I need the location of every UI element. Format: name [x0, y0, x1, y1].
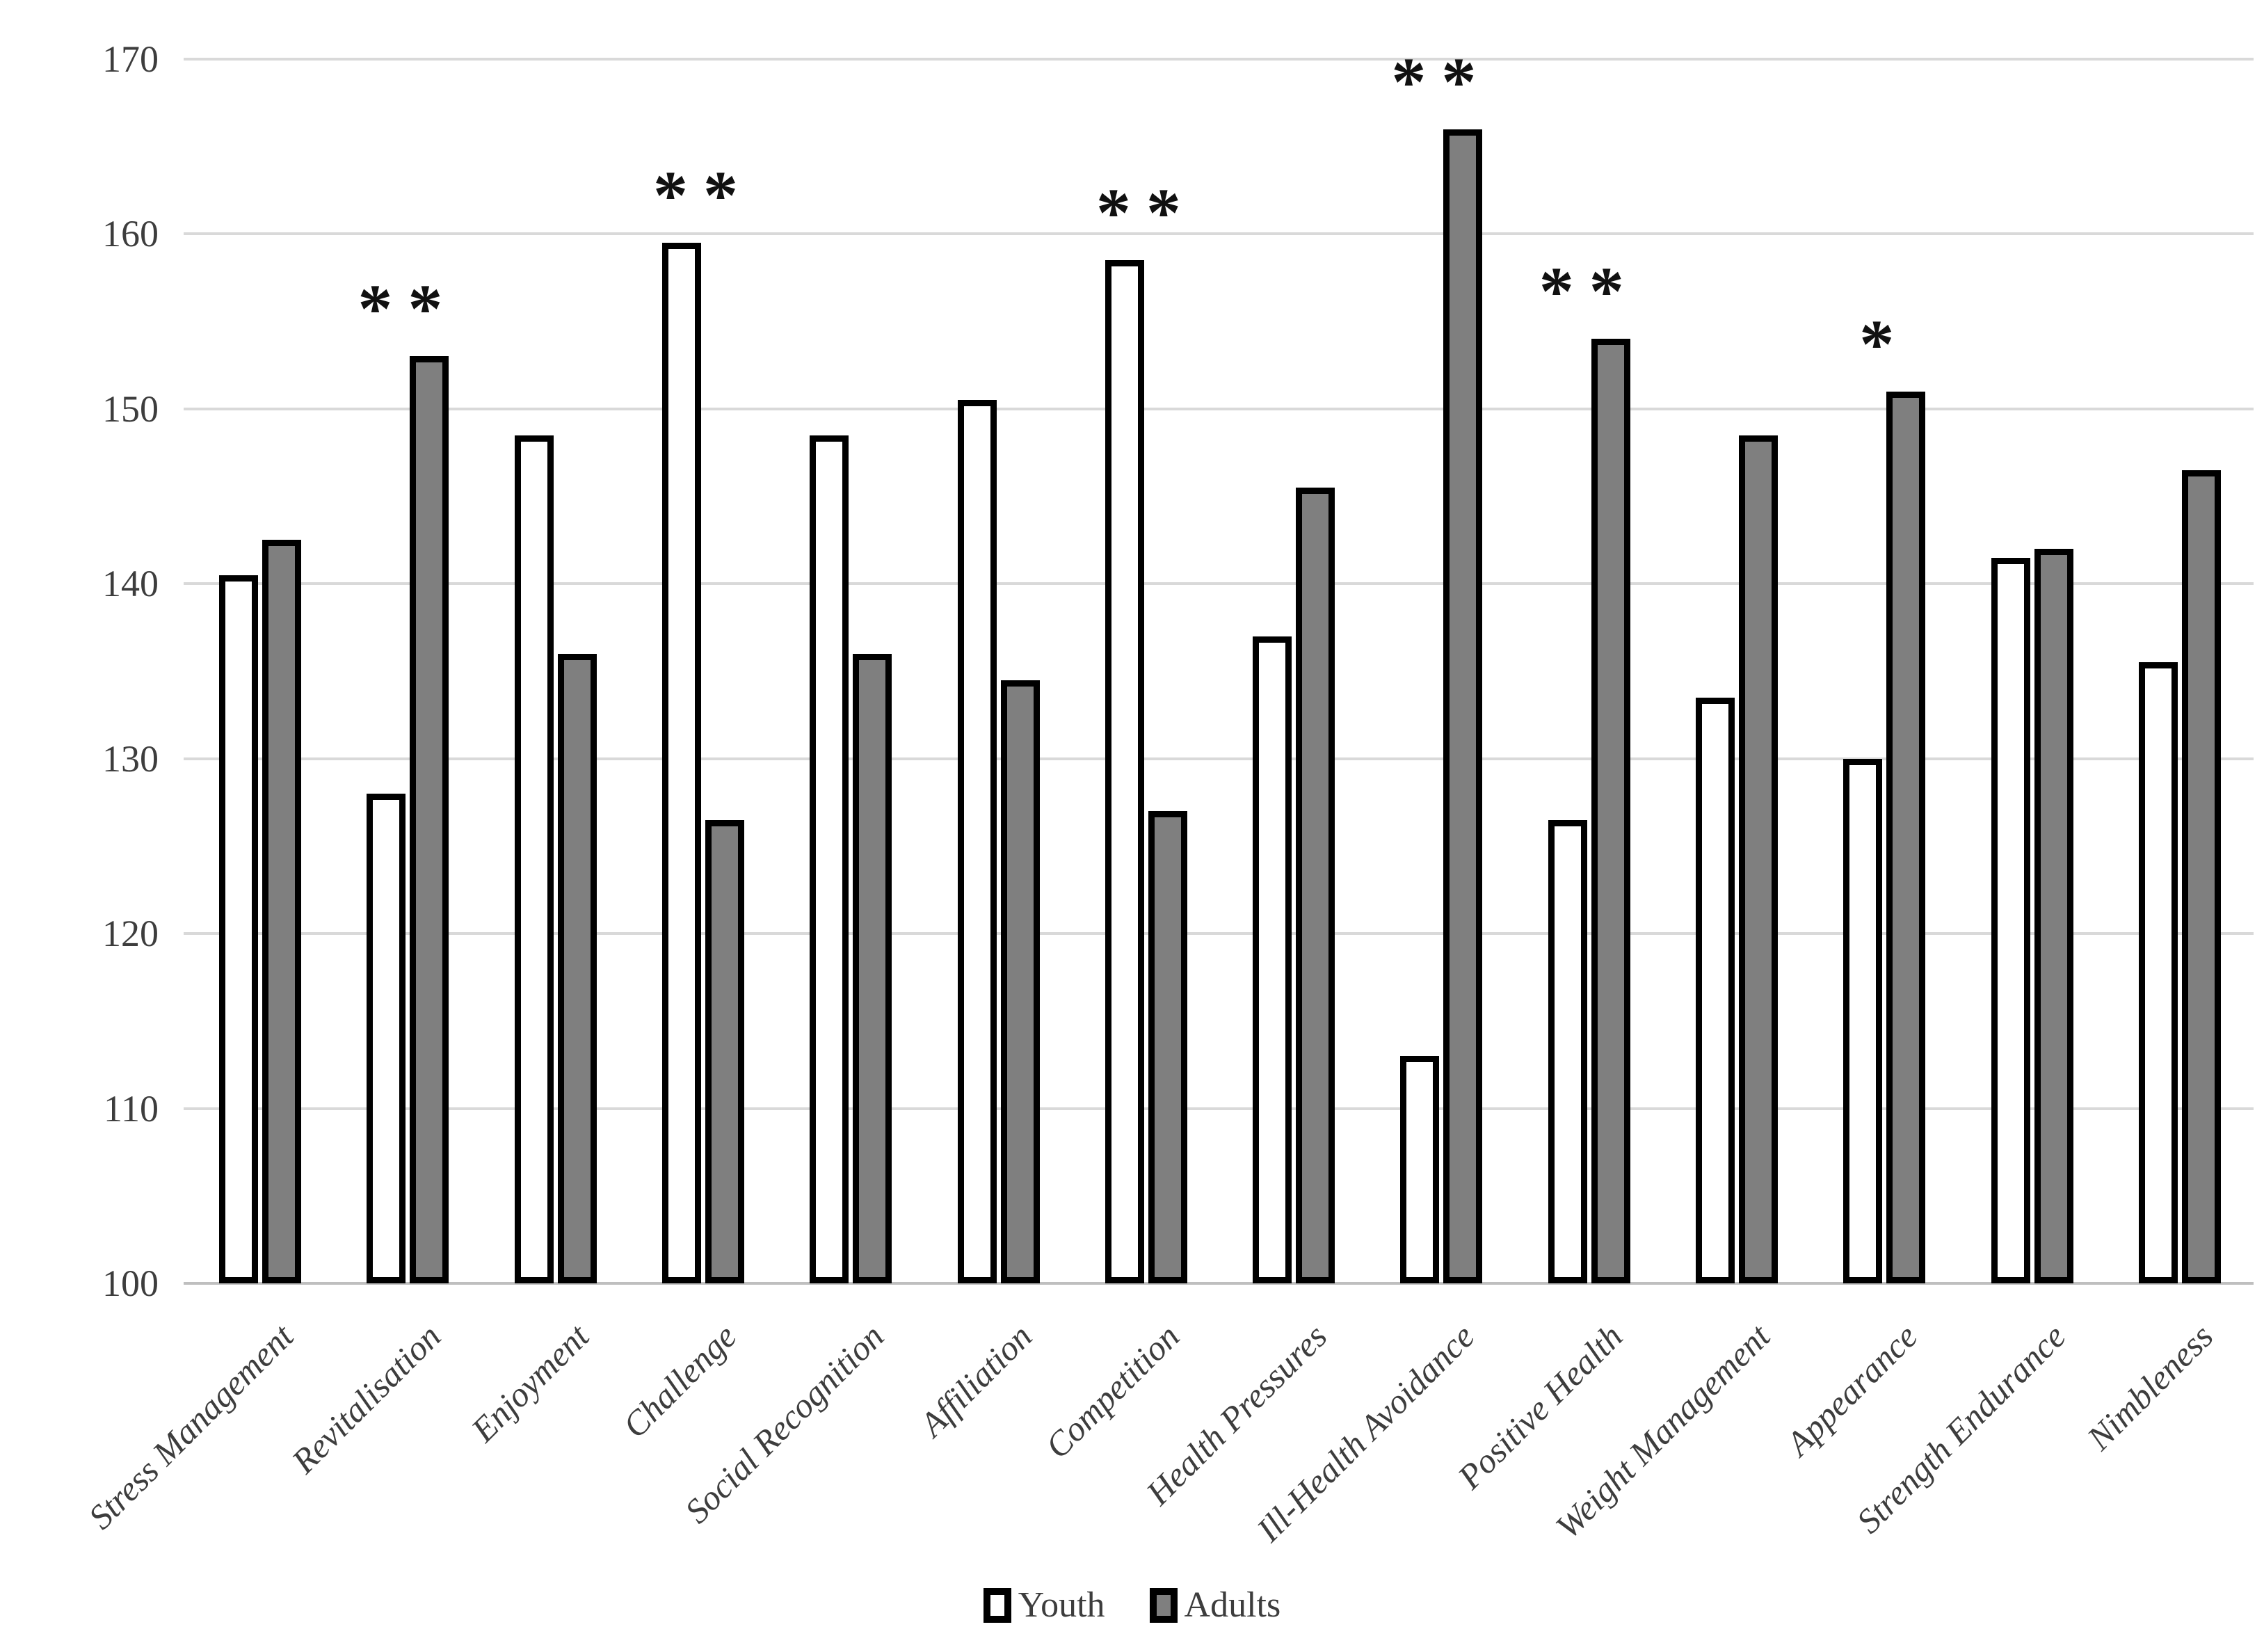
significance-marker: ** — [1095, 174, 1196, 252]
youth-bar — [367, 794, 406, 1283]
significance-marker: ** — [358, 270, 458, 348]
y-axis-tick-label: 160 — [102, 213, 159, 255]
youth-bar — [1548, 819, 1587, 1283]
youth-bar — [810, 435, 849, 1283]
y-axis-tick-label: 110 — [104, 1087, 159, 1130]
adults-bar — [1591, 339, 1630, 1283]
adults-bar — [557, 653, 597, 1283]
youth-bar — [2138, 662, 2178, 1283]
adults-bar — [1443, 129, 1483, 1283]
youth-bar — [957, 400, 997, 1283]
adults-bar — [1296, 488, 1335, 1283]
youth-bar — [1105, 260, 1144, 1283]
adults-bar — [262, 540, 302, 1283]
y-axis-tick-label: 150 — [102, 387, 159, 430]
adults-bar — [1886, 391, 1926, 1283]
youth-bar — [514, 435, 554, 1283]
legend-adults-swatch — [1149, 1587, 1178, 1623]
adults-bar — [2181, 470, 2221, 1283]
youth-bar — [662, 243, 701, 1283]
x-axis-line — [184, 1282, 2254, 1285]
adults-bar — [1739, 435, 1778, 1283]
legend-youth-swatch — [983, 1587, 1011, 1623]
y-gridline — [184, 582, 2254, 586]
y-gridline — [184, 407, 2254, 410]
significance-marker: ** — [1391, 42, 1492, 120]
y-axis-tick-label: 130 — [102, 737, 159, 780]
legend-youth-label: Youth — [1018, 1585, 1105, 1625]
y-gridline — [184, 58, 2254, 61]
y-axis-tick-label: 100 — [102, 1262, 159, 1304]
youth-bar — [1696, 697, 1735, 1283]
y-gridline — [184, 757, 2254, 760]
y-gridline — [184, 1107, 2254, 1110]
y-axis-tick-label: 120 — [102, 913, 159, 955]
youth-bar — [1843, 758, 1883, 1283]
adults-bar — [853, 653, 892, 1283]
significance-marker: ** — [653, 157, 753, 234]
legend: Youth Adults — [0, 1585, 2264, 1626]
youth-bar — [1400, 1056, 1440, 1283]
adults-bar — [2034, 549, 2073, 1283]
y-gridline — [184, 932, 2254, 936]
significance-marker: ** — [1539, 252, 1639, 330]
adults-bar — [705, 819, 744, 1283]
y-axis-tick-label: 170 — [102, 38, 159, 80]
adults-bar — [1148, 811, 1187, 1283]
adults-bar — [410, 356, 449, 1283]
legend-item-adults: Adults — [1149, 1585, 1281, 1626]
significance-marker: * — [1859, 305, 1910, 383]
legend-adults-label: Adults — [1184, 1585, 1281, 1625]
y-axis-tick-label: 140 — [102, 563, 159, 605]
adults-bar — [1000, 680, 1040, 1283]
youth-bar — [1991, 557, 2030, 1283]
youth-bar — [1253, 636, 1292, 1283]
y-gridline — [184, 232, 2254, 236]
youth-bar — [219, 575, 259, 1283]
legend-item-youth: Youth — [983, 1585, 1105, 1626]
